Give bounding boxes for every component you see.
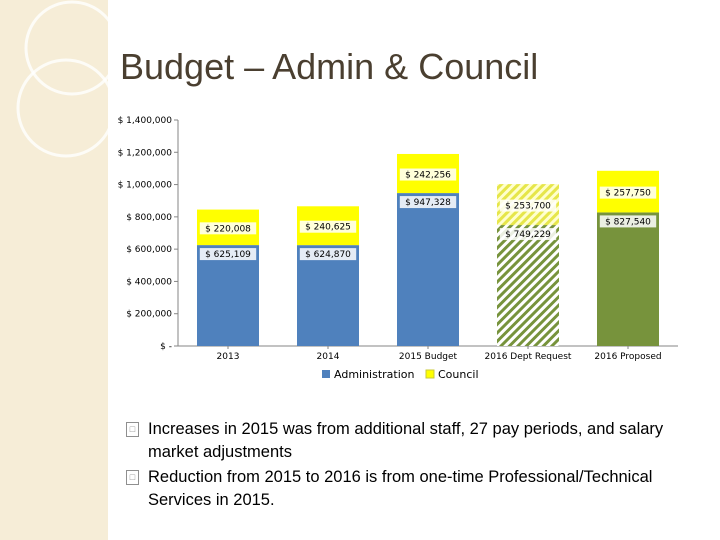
bullet-text: Reduction from 2015 to 2016 is from one-… [148, 468, 653, 509]
y-tick-label: $ 1,200,000 [118, 148, 173, 158]
data-label-council: $ 242,256 [405, 171, 451, 181]
bullet-text: Increases in 2015 was from additional st… [148, 420, 664, 461]
bar-administration [297, 245, 359, 346]
y-tick-label: $ 1,000,000 [118, 181, 173, 191]
bar-administration [397, 193, 459, 346]
x-tick-label: 2014 [317, 352, 340, 362]
y-tick-label: $ 200,000 [126, 310, 172, 320]
data-label-administration: $ 624,870 [305, 250, 351, 260]
data-label-council-bg [199, 222, 257, 235]
legend-swatch [425, 369, 435, 379]
data-label-administration-bg [299, 248, 357, 261]
data-label-administration: $ 947,328 [405, 198, 451, 208]
y-tick-label: $ 800,000 [126, 213, 172, 223]
x-tick-label: 2013 [217, 352, 240, 362]
data-label-council: $ 240,625 [305, 223, 351, 233]
data-label-council-bg [399, 168, 457, 181]
data-label-administration-bg [199, 248, 257, 261]
data-label-council-bg [599, 186, 657, 199]
decorative-rings [16, 0, 120, 158]
bullet-item: □ Reduction from 2015 to 2016 is from on… [126, 466, 686, 512]
y-tick-label: $ 1,400,000 [118, 116, 173, 126]
legend-label: Council [438, 368, 479, 381]
data-label-council: $ 220,008 [205, 224, 251, 234]
y-tick-label: $ 400,000 [126, 277, 172, 287]
slide-title: Budget – Admin & Council [120, 46, 539, 87]
x-tick-label: 2015 Budget [399, 352, 458, 362]
y-tick-label: $ 600,000 [126, 245, 172, 255]
data-label-administration: $ 827,540 [605, 217, 651, 227]
square-bullet-icon: □ [126, 422, 139, 437]
bar-administration [497, 225, 559, 346]
y-tick-label: $ - [160, 342, 172, 352]
legend-label: Administration [334, 368, 415, 381]
data-label-council-bg [299, 220, 357, 233]
bar-administration [197, 245, 259, 346]
bullet-list: □ Increases in 2015 was from additional … [126, 418, 686, 514]
square-bullet-icon: □ [126, 470, 139, 485]
budget-chart: $ - $ 200,000 $ 400,000 $ 600,000 $ 800,000 $… [118, 116, 678, 381]
data-label-administration-bg [499, 228, 557, 241]
data-label-administration: $ 749,229 [505, 230, 551, 240]
data-label-administration: $ 625,109 [205, 250, 251, 260]
data-label-administration-bg [599, 215, 657, 228]
bar-administration [597, 212, 659, 346]
data-label-council: $ 257,750 [605, 189, 651, 199]
data-label-council-bg [499, 199, 557, 212]
data-label-administration-bg [399, 196, 457, 209]
data-label-council: $ 253,700 [505, 202, 551, 212]
x-tick-label: 2016 Proposed [594, 352, 661, 362]
x-tick-label: 2016 Dept Request [485, 352, 572, 362]
bullet-item: □ Increases in 2015 was from additional … [126, 418, 686, 464]
legend-swatch [322, 370, 330, 378]
